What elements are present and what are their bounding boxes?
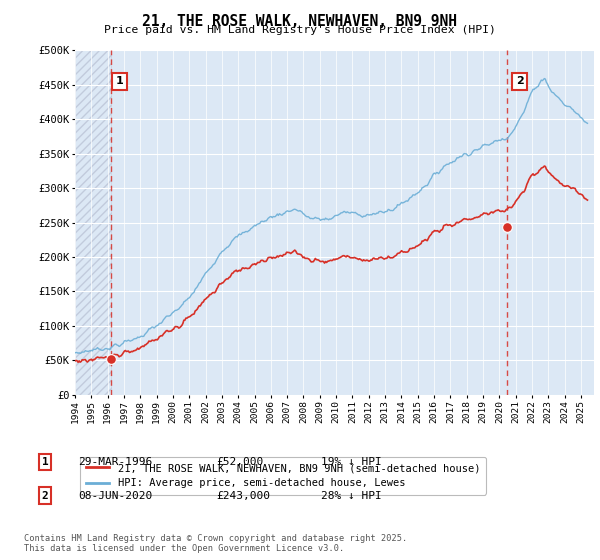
Text: £52,000: £52,000 [216,457,263,467]
Text: 21, THE ROSE WALK, NEWHAVEN, BN9 9NH: 21, THE ROSE WALK, NEWHAVEN, BN9 9NH [143,14,458,29]
Legend: 21, THE ROSE WALK, NEWHAVEN, BN9 9NH (semi-detached house), HPI: Average price, : 21, THE ROSE WALK, NEWHAVEN, BN9 9NH (se… [80,457,487,494]
Text: Price paid vs. HM Land Registry's House Price Index (HPI): Price paid vs. HM Land Registry's House … [104,25,496,35]
Text: Contains HM Land Registry data © Crown copyright and database right 2025.
This d: Contains HM Land Registry data © Crown c… [24,534,407,553]
Text: 1: 1 [41,457,49,467]
Text: 28% ↓ HPI: 28% ↓ HPI [321,491,382,501]
Text: £243,000: £243,000 [216,491,270,501]
Text: 08-JUN-2020: 08-JUN-2020 [78,491,152,501]
Text: 1: 1 [116,76,124,86]
Text: 2: 2 [515,76,523,86]
Text: 19% ↓ HPI: 19% ↓ HPI [321,457,382,467]
Text: 29-MAR-1996: 29-MAR-1996 [78,457,152,467]
Text: 2: 2 [41,491,49,501]
